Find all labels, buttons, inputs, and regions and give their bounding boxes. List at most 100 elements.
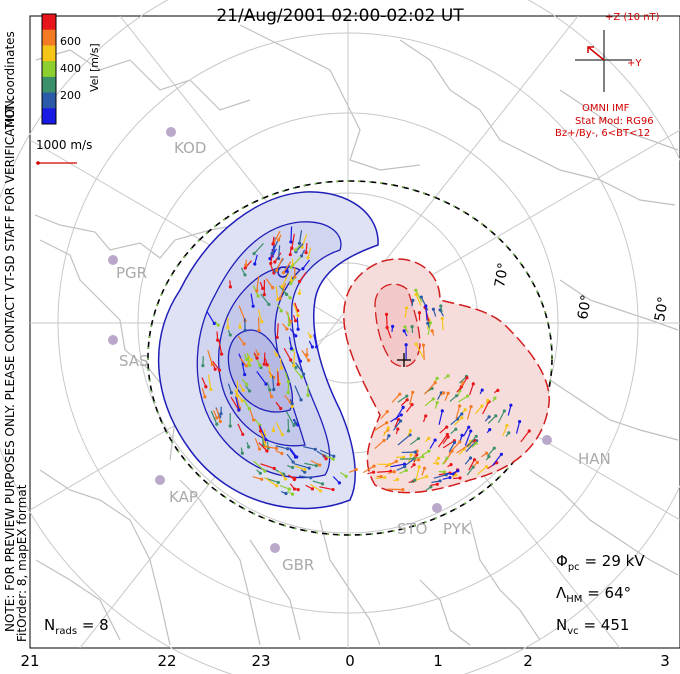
velocity-vector-origin xyxy=(385,325,389,330)
velocity-vector xyxy=(296,350,302,362)
mlt-tick-23: 23 xyxy=(251,652,271,670)
imf-z-label: +Z (10 nT) xyxy=(605,12,660,23)
radar-count: Nrads = 8 xyxy=(44,616,109,637)
velocity-vector-origin xyxy=(273,260,277,264)
velocity-vector xyxy=(216,408,221,422)
velocity-vector-origin xyxy=(257,328,261,333)
velocity-vector-origin xyxy=(303,467,307,472)
velocity-vector xyxy=(310,459,321,466)
velocity-vector xyxy=(405,458,415,466)
velocity-vector-origin xyxy=(296,314,300,318)
velocity-vector-origin xyxy=(480,404,484,408)
velocity-vector xyxy=(254,438,261,450)
velocity-vector xyxy=(243,399,250,409)
mlt-tick-0: 0 xyxy=(345,652,355,670)
velocity-vector xyxy=(397,434,411,446)
velocity-vector xyxy=(238,305,246,321)
vel-tick-400: 400 xyxy=(60,62,81,75)
velocity-vector-origin xyxy=(257,447,262,451)
velocity-vector-origin xyxy=(216,323,220,327)
velocity-vector-origin xyxy=(394,459,398,464)
velocity-vector-origin xyxy=(281,271,286,275)
velocity-vector-origin xyxy=(245,382,249,387)
velocity-vector-origin xyxy=(428,321,432,325)
velocity-vector xyxy=(469,383,474,396)
velocity-vector-origin xyxy=(461,381,465,385)
velocity-vector xyxy=(377,470,391,473)
velocity-vector xyxy=(264,477,277,487)
velocity-vector-origin xyxy=(471,382,475,386)
velocity-vector-origin xyxy=(433,438,437,442)
velocity-vector-origin xyxy=(293,455,298,459)
velocity-vector xyxy=(466,466,474,476)
velocity-vector xyxy=(230,396,240,411)
velocity-vector-origin xyxy=(209,387,213,392)
velocity-vector xyxy=(491,453,502,467)
velocity-vector xyxy=(257,317,260,331)
velocity-vector-origin xyxy=(294,365,298,370)
velocity-vector xyxy=(497,410,505,424)
velocity-vector-origin xyxy=(456,469,460,473)
velocity-vector-origin xyxy=(284,292,289,296)
velocity-vector xyxy=(212,360,220,371)
velocity-vector-origin xyxy=(212,321,216,326)
velocity-vector-origin xyxy=(449,463,453,467)
velocity-vector-origin xyxy=(465,394,470,398)
velocity-vector-origin xyxy=(318,463,322,467)
velocity-vector-origin xyxy=(301,372,306,376)
velocity-vector xyxy=(201,377,207,387)
velocity-vector-origin xyxy=(241,388,245,392)
velocity-vector-origin xyxy=(331,487,335,492)
velocity-vector-origin xyxy=(421,343,426,347)
velocity-vector-origin xyxy=(445,425,449,429)
velocity-vector-origin xyxy=(386,426,390,430)
velocity-vector-origin xyxy=(248,363,252,368)
velocity-vector xyxy=(206,310,215,324)
velocity-vector-origin xyxy=(271,242,275,246)
velocity-vector-origin xyxy=(256,294,260,298)
velocity-vector-origin xyxy=(213,367,217,371)
velocity-vector-origin xyxy=(502,409,506,413)
velocity-vector-origin xyxy=(435,400,439,405)
coastlines xyxy=(34,24,679,646)
velocity-vector-origin xyxy=(410,325,414,329)
velocity-vector-origin xyxy=(276,480,280,485)
velocity-vector-origin xyxy=(445,456,449,460)
velocity-vector xyxy=(298,475,311,479)
velocity-vector-origin xyxy=(287,323,291,327)
velocity-vector-origin xyxy=(260,320,264,324)
velocity-vector-origin xyxy=(262,362,266,366)
velocity-vector-origin xyxy=(446,374,450,378)
velocity-vector-origin xyxy=(383,475,387,480)
imf-vector xyxy=(587,46,605,61)
velocity-vector-origin xyxy=(310,345,315,349)
velocity-vector-origin xyxy=(215,416,219,420)
velocity-vector xyxy=(313,334,318,348)
velocity-vector-origin xyxy=(372,464,376,468)
velocity-vector xyxy=(404,307,408,318)
velocity-vector-origin xyxy=(238,325,242,329)
velocity-vector-origin xyxy=(436,456,441,460)
velocity-vector-origin xyxy=(279,406,283,411)
velocity-vector-origin xyxy=(385,410,389,414)
velocity-vector-origin xyxy=(332,454,336,458)
velocity-vector xyxy=(279,484,290,490)
velocity-vector xyxy=(293,463,310,469)
velocity-vector-origin xyxy=(201,364,205,368)
velocity-vector xyxy=(387,488,403,491)
velocity-vector-origin xyxy=(286,391,290,395)
fit-order-label: FitOrder: 8, mapEX format xyxy=(15,484,29,642)
radar-label-pyk: PYK xyxy=(443,520,471,538)
velocity-vector xyxy=(390,463,405,468)
velocity-vector-origin xyxy=(382,438,386,443)
velocity-vector-origin xyxy=(442,470,446,474)
velocity-vector-origin xyxy=(494,414,498,418)
velocity-vector xyxy=(304,462,317,467)
velocity-vector-origin xyxy=(398,392,402,396)
velocity-vector xyxy=(301,234,308,248)
velocity-vector-origin xyxy=(286,429,291,433)
velocity-vector-origin xyxy=(404,306,409,310)
radar-label-han: HAN xyxy=(578,450,611,468)
velocity-vector-origin xyxy=(244,263,248,267)
velocity-vector xyxy=(263,445,277,449)
